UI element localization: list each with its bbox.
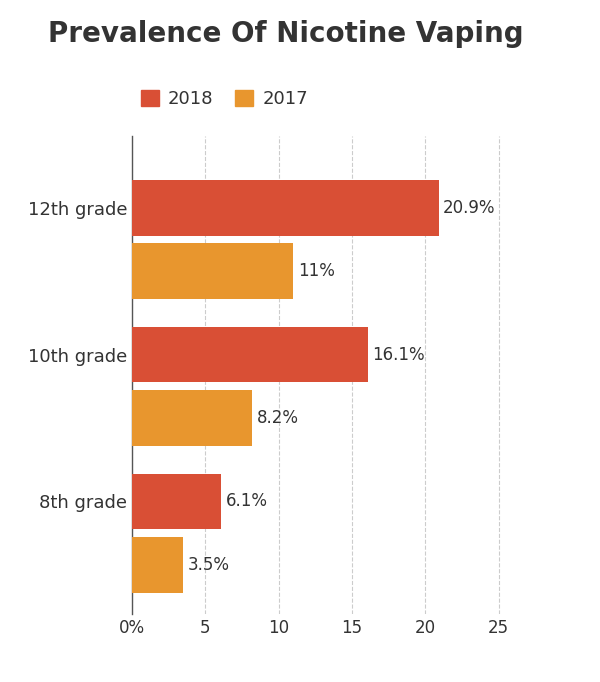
Text: 11%: 11% [298,262,335,280]
Text: 6.1%: 6.1% [226,492,268,510]
Text: 16.1%: 16.1% [373,346,425,364]
Bar [132,243,293,299]
Text: 20.9%: 20.9% [443,198,496,217]
Text: 8.2%: 8.2% [257,409,299,427]
Text: Prevalence Of Nicotine Vaping: Prevalence Of Nicotine Vaping [48,20,524,48]
Bar [132,327,368,383]
Legend: 2018, 2017: 2018, 2017 [141,90,308,108]
Bar [132,390,252,445]
Bar [132,473,221,529]
Bar [132,537,184,593]
Bar [132,180,439,235]
Text: 3.5%: 3.5% [188,556,230,574]
